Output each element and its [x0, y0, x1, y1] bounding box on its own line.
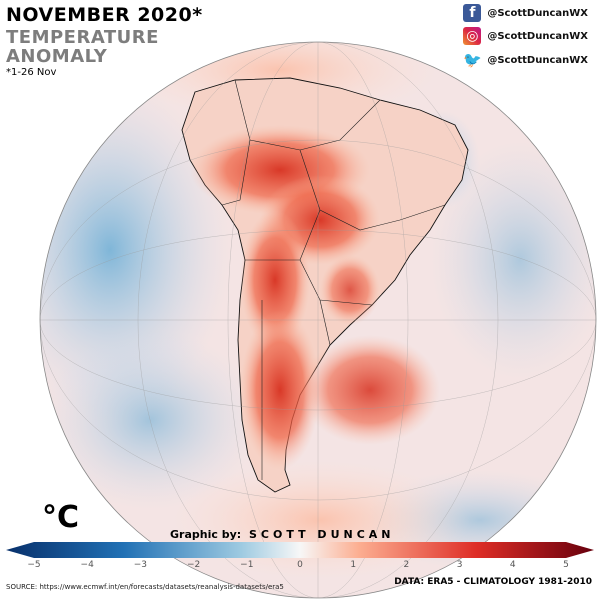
map-title: NOVEMBER 2020*	[6, 4, 203, 26]
instagram-icon: ◎	[463, 27, 482, 45]
colorbar-tick-label: 4	[509, 560, 516, 570]
facebook-icon: f	[463, 4, 482, 22]
facebook-handle: @ScottDuncanWX	[487, 7, 588, 19]
source-url: SOURCE: https://www.ecmwf.int/en/forecas…	[6, 583, 284, 591]
colorbar-tick-label: 0	[297, 560, 303, 570]
warm-anomaly-atlantic	[300, 335, 440, 445]
colorbar-ticks: −5 −4 −3 −2 −1 0 1 2 3 4 5	[0, 560, 600, 572]
colorbar-tick-label: 2	[403, 560, 410, 570]
social-instagram[interactable]: ◎ @ScottDuncanWX	[463, 27, 588, 45]
twitter-handle: @ScottDuncanWX	[487, 54, 588, 66]
colorbar-tick-label: 1	[350, 560, 357, 570]
subtitle-line-2: ANOMALY	[6, 46, 108, 67]
colorbar-tick-label: −4	[80, 560, 94, 570]
graphic-credit: Graphic by: SCOTT DUNCAN	[170, 528, 395, 541]
social-twitter[interactable]: 🐦 @ScottDuncanWX	[463, 51, 588, 69]
date-range-note: *1-26 Nov	[6, 67, 57, 78]
social-facebook[interactable]: f @ScottDuncanWX	[463, 4, 588, 22]
data-attribution: DATA: ERA5 - CLIMATOLOGY 1981-2010	[394, 577, 592, 587]
colorbar-tick-label: −2	[186, 560, 201, 570]
subtitle-line-1: TEMPERATURE	[6, 27, 159, 48]
credit-prefix: Graphic by:	[170, 528, 242, 541]
country-borders	[221, 79, 446, 480]
instagram-handle: @ScottDuncanWX	[487, 30, 588, 42]
colorbar-tick-label: −3	[133, 560, 148, 570]
colorbar	[6, 542, 594, 558]
colorbar-tick-label: 3	[456, 560, 463, 570]
colorbar-tick-label: −5	[27, 560, 41, 570]
warm-anomaly-argentina	[240, 310, 320, 470]
colorbar-tick-label: 5	[563, 560, 569, 570]
colorbar-tick-label: −1	[240, 560, 254, 570]
warm-anomaly-paraguay	[320, 255, 380, 325]
credit-name: SCOTT DUNCAN	[249, 528, 395, 541]
twitter-icon: 🐦	[463, 51, 482, 69]
colorbar-unit: °C	[42, 500, 80, 535]
globe	[40, 42, 596, 598]
graticule	[40, 42, 596, 598]
